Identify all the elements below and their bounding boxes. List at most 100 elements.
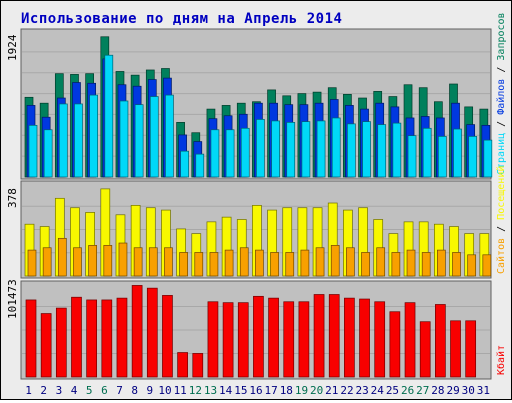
- bar-pages: [119, 100, 129, 178]
- bar-kbytes: [116, 297, 128, 378]
- bar-kbytes: [237, 302, 249, 378]
- bar-sites: [270, 252, 279, 277]
- panel-kbytes: 101473 Кбайт: [6, 279, 507, 380]
- bar-sites: [194, 252, 204, 277]
- bar-kbytes: [313, 294, 325, 378]
- bar-sites: [42, 247, 52, 277]
- bar-pages: [89, 94, 98, 178]
- bar-sites: [437, 249, 446, 277]
- bar-pages: [392, 122, 402, 178]
- bar-kbytes: [435, 304, 446, 378]
- bar-kbytes: [389, 311, 401, 378]
- bar-pages: [210, 129, 220, 178]
- x-axis-day-labels: 1 2 3 4 5 6 7 8 9 10 11 12 13 14 15 16 17 18 19 20 21 22 23 24 2…: [25, 384, 490, 397]
- legend-hits: Запросов: [496, 12, 507, 60]
- day-label: 12: [189, 384, 202, 397]
- y-max-label: 378: [6, 188, 19, 208]
- bar-kbytes: [465, 320, 477, 378]
- bar-sites: [285, 252, 295, 277]
- bar-pages: [362, 121, 371, 178]
- legend-kbytes: Кбайт: [495, 345, 507, 375]
- bar-kbytes: [404, 302, 416, 378]
- bar-kbytes: [25, 299, 37, 378]
- legend-sites: Сайтов: [495, 238, 507, 274]
- bar-kbytes: [222, 302, 234, 378]
- bar-sites: [57, 237, 67, 277]
- day-label: 22: [340, 384, 353, 397]
- panel-visits-sites: 378 Сайтов / Посещений: [6, 166, 507, 279]
- bar-pages: [256, 119, 265, 178]
- bar-kbytes: [177, 352, 188, 378]
- day-label: 10: [158, 384, 171, 397]
- bar-sites: [88, 245, 97, 277]
- bar-sites: [315, 247, 325, 277]
- bar-pages: [286, 122, 296, 178]
- day-label: 1: [25, 384, 32, 397]
- bar-sites: [482, 254, 492, 277]
- day-label: 13: [204, 384, 217, 397]
- bar-sites: [452, 252, 461, 277]
- legend-hits-files-pages: Страниц / Файлов / Запросов: [495, 12, 507, 175]
- bar-sites: [467, 254, 477, 277]
- bar-kbytes: [131, 285, 143, 378]
- day-label: 21: [325, 384, 338, 397]
- bar-sites: [421, 252, 431, 277]
- bar-kbytes: [328, 294, 340, 378]
- bar-sites: [330, 245, 340, 277]
- bar-pages: [331, 117, 341, 178]
- bar-kbytes: [283, 301, 295, 378]
- bar-sites: [148, 247, 158, 277]
- day-label: 3: [56, 384, 63, 397]
- day-label: 20: [310, 384, 323, 397]
- bar-kbytes: [419, 321, 431, 378]
- day-label: 6: [101, 384, 108, 397]
- legend-kbytes: Кбайт: [495, 345, 507, 375]
- day-label: 26: [401, 384, 414, 397]
- chart-title: Использование по дням на Апрель 2014: [21, 11, 342, 27]
- bar-sites: [164, 247, 173, 277]
- bar-kbytes: [55, 307, 67, 378]
- bar-sites: [209, 252, 219, 277]
- day-label: 5: [86, 384, 93, 397]
- bar-kbytes: [253, 295, 264, 378]
- bar-sites: [239, 247, 249, 277]
- bar-sites: [224, 249, 234, 277]
- bar-sites: [255, 249, 264, 277]
- bar-sites: [376, 247, 386, 277]
- bar-pages: [301, 121, 311, 178]
- bar-pages: [104, 54, 114, 178]
- bar-pages: [240, 127, 250, 178]
- bar-sites: [391, 252, 401, 277]
- legend-text: Сайтов / Посещений: [495, 166, 507, 274]
- legend-text: Страниц / Файлов / Запросов: [495, 12, 507, 175]
- panel-hits-files-pages: 1924 Страниц / Файлов / Запросов: [6, 12, 507, 180]
- bars-visits-sites: [22, 188, 492, 277]
- legend-text: Кбайт: [495, 345, 507, 375]
- day-label: 19: [295, 384, 308, 397]
- bar-pages: [134, 104, 144, 178]
- day-label: 4: [71, 384, 78, 397]
- bar-sites: [361, 252, 370, 277]
- bar-sites: [406, 249, 416, 277]
- day-label: 7: [116, 384, 123, 397]
- bar-kbytes: [192, 353, 204, 378]
- bar-pages: [347, 123, 356, 178]
- bar-pages: [180, 150, 189, 178]
- bar-sites: [300, 249, 310, 277]
- bar-pages: [43, 129, 53, 178]
- bar-sites: [103, 245, 113, 277]
- bar-sites: [27, 249, 37, 277]
- legend-visits-sites: Сайтов / Посещений: [495, 166, 507, 274]
- bar-kbytes: [268, 297, 279, 378]
- bar-sites: [133, 247, 143, 277]
- day-label: 30: [462, 384, 475, 397]
- day-label: 23: [356, 384, 369, 397]
- bar-kbytes: [40, 313, 52, 378]
- bar-kbytes: [86, 299, 97, 378]
- legend-pages: Страниц: [496, 133, 507, 175]
- bar-sites: [118, 242, 128, 277]
- bar-kbytes: [71, 296, 82, 378]
- legend-files: Файлов: [495, 79, 507, 115]
- bar-kbytes: [101, 299, 113, 378]
- day-label: 2: [40, 384, 47, 397]
